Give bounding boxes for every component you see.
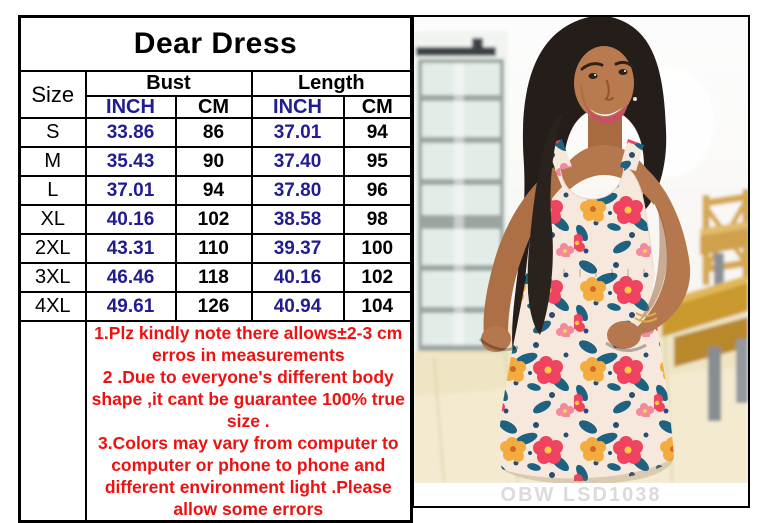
length-inch-value: 38.58: [250, 204, 345, 235]
length-cm-value: 102: [342, 262, 413, 293]
product-title: Dear Dress: [18, 15, 413, 72]
note-measurement-tolerance: 1.Plz kindly note there allows±2-3 cm er…: [94, 323, 403, 365]
table-row-xl: XL 40.16 102 38.58 98: [18, 204, 413, 235]
model-eyebrows: [580, 60, 634, 71]
size-value: 2XL: [18, 233, 87, 264]
watermark-strip: OBW LSD1038: [414, 483, 748, 506]
right-pocket-shadow: [605, 341, 647, 352]
model-right-arm: [624, 165, 691, 339]
length-inch-value: 37.80: [250, 175, 345, 206]
skirt-hem-shadow: [502, 457, 674, 485]
length-cm-header: CM: [342, 95, 413, 119]
size-chart-table: Dear Dress Size Bust Length INCH CM INCH…: [18, 15, 414, 523]
model-head: [572, 37, 637, 124]
model-photo-illustration: OBW LSD1038: [414, 17, 748, 506]
length-group-header: Length: [250, 70, 413, 97]
length-cm-value: 104: [342, 291, 413, 322]
length-cm-value: 95: [342, 146, 413, 177]
bust-cm-value: 102: [174, 204, 253, 235]
length-inch-value: 37.01: [250, 117, 345, 148]
watermark-text: OBW LSD1038: [501, 484, 662, 506]
bust-inch-header: INCH: [84, 95, 177, 119]
bust-inch-value: 37.01: [84, 175, 177, 206]
length-inch-value: 39.37: [250, 233, 345, 264]
model: [479, 17, 691, 485]
left-pocket-shadow: [479, 337, 519, 352]
notes-row: 1.Plz kindly note there allows±2-3 cm er…: [18, 320, 413, 523]
model-right-arm-shadow: [638, 207, 668, 323]
size-value: S: [18, 117, 87, 148]
bust-inch-value: 46.46: [84, 262, 177, 293]
bust-cm-value: 94: [174, 175, 253, 206]
table-row-3xl: 3XL 46.46 118 40.16 102: [18, 262, 413, 293]
dress-strap-right: [620, 139, 644, 171]
bust-inch-value: 33.86: [84, 117, 177, 148]
bust-cm-value: 110: [174, 233, 253, 264]
bust-inch-value: 40.16: [84, 204, 177, 235]
table-row-m: M 35.43 90 37.40 95: [18, 146, 413, 177]
model-hairline: [572, 37, 637, 79]
model-right-hand: [607, 321, 641, 349]
length-cm-value: 100: [342, 233, 413, 264]
wooden-table-edge: [700, 221, 748, 313]
table-row-2xl: 2XL 43.31 110 39.37 100: [18, 233, 413, 264]
length-inch-value: 40.94: [250, 291, 345, 322]
model-hair-front-lock: [527, 113, 564, 335]
length-inch-header: INCH: [250, 95, 345, 119]
size-value: XL: [18, 204, 87, 235]
bust-group-header: Bust: [84, 70, 253, 97]
size-value: 4XL: [18, 291, 87, 322]
model-left-hand: [481, 326, 511, 352]
model-face-shadow: [580, 83, 604, 120]
model-smile: [586, 104, 628, 124]
barn-door: [414, 31, 508, 351]
bust-cm-value: 90: [174, 146, 253, 177]
size-value: 3XL: [18, 262, 87, 293]
gold-bracelet: [634, 312, 658, 323]
table-row-4xl: 4XL 49.61 126 40.94 104: [18, 291, 413, 322]
size-value: L: [18, 175, 87, 206]
model-nose: [604, 80, 614, 101]
table-row-l: L 37.01 94 37.80 96: [18, 175, 413, 206]
bust-cm-value: 118: [174, 262, 253, 293]
length-cm-value: 94: [342, 117, 413, 148]
size-value: M: [18, 146, 87, 177]
bust-cm-value: 126: [174, 291, 253, 322]
bust-cm-value: 86: [174, 117, 253, 148]
length-cm-value: 96: [342, 175, 413, 206]
wooden-bench: [662, 275, 748, 421]
length-cm-value: 98: [342, 204, 413, 235]
product-photo: OBW LSD1038: [412, 15, 750, 508]
bust-inch-value: 49.61: [84, 291, 177, 322]
length-inch-value: 40.16: [250, 262, 345, 293]
size-column-header: Size: [18, 70, 87, 119]
length-inch-value: 37.40: [250, 146, 345, 177]
bust-cm-header: CM: [174, 95, 253, 119]
model-eyes: [588, 69, 628, 79]
model-earring: [633, 97, 637, 101]
table-row-s: S 33.86 86 37.01 94: [18, 117, 413, 148]
bust-inch-value: 35.43: [84, 146, 177, 177]
note-body-shape: 2 .Due to everyone's different body shap…: [91, 367, 405, 431]
note-color-variance: 3.Colors may vary from computer to compu…: [98, 433, 399, 519]
bust-inch-value: 43.31: [84, 233, 177, 264]
disclaimer-notes: 1.Plz kindly note there allows±2-3 cm er…: [84, 320, 413, 523]
notes-left-spacer: [18, 320, 87, 523]
